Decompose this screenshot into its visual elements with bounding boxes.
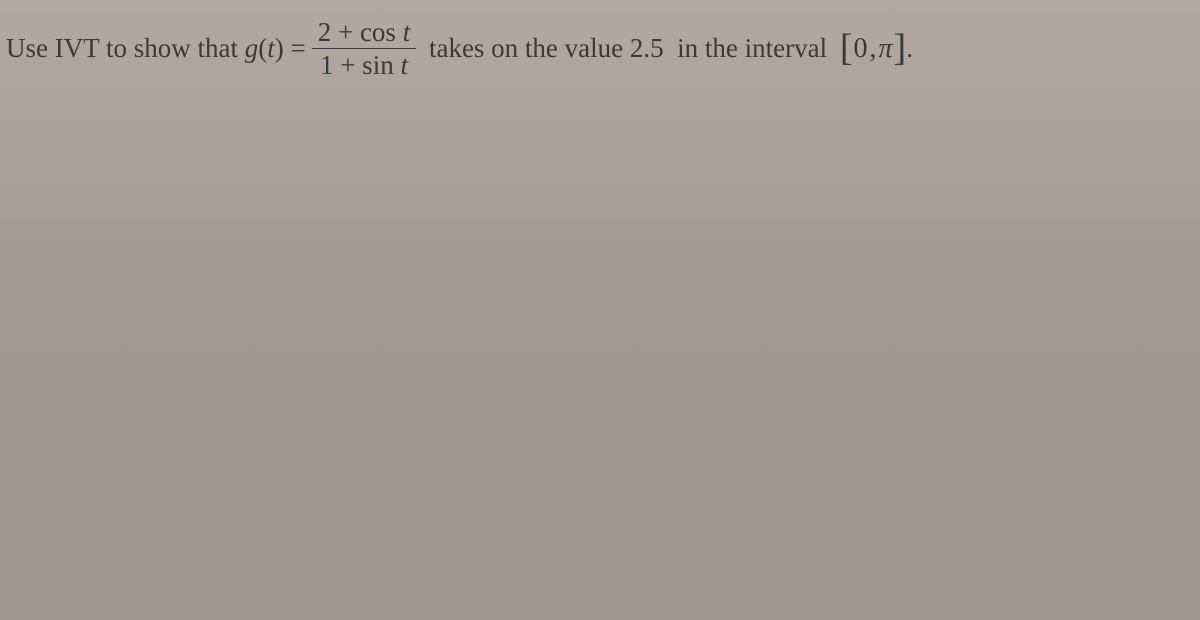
interval-comma: , (869, 33, 878, 65)
fraction-denominator: 1 + sin t (314, 51, 414, 79)
func-open: ( (258, 33, 267, 64)
left-bracket: [ (840, 29, 853, 67)
num-left: 2 + cos (318, 17, 396, 47)
den-left: 1 + sin (320, 50, 394, 80)
fraction-bar (312, 48, 416, 49)
num-var: t (396, 17, 410, 47)
func-var: t (267, 33, 275, 64)
interval-a: 0 (853, 33, 869, 65)
period: . (906, 33, 913, 64)
page: Use IVT to show that g ( t ) = 2 + cos t… (0, 0, 1200, 620)
interval-b: π (878, 33, 894, 65)
interval: [ 0 , π ] (840, 30, 906, 68)
den-var: t (394, 50, 408, 80)
func-close: ) = (275, 33, 306, 64)
problem-statement: Use IVT to show that g ( t ) = 2 + cos t… (6, 18, 1180, 80)
text-prefix: Use IVT to show that (6, 33, 245, 64)
func-g: g (245, 33, 259, 64)
fraction: 2 + cos t 1 + sin t (312, 18, 416, 80)
right-bracket: ] (894, 29, 907, 67)
text-middle: takes on the value 2.5 in the interval (422, 33, 834, 64)
fraction-numerator: 2 + cos t (312, 18, 416, 46)
